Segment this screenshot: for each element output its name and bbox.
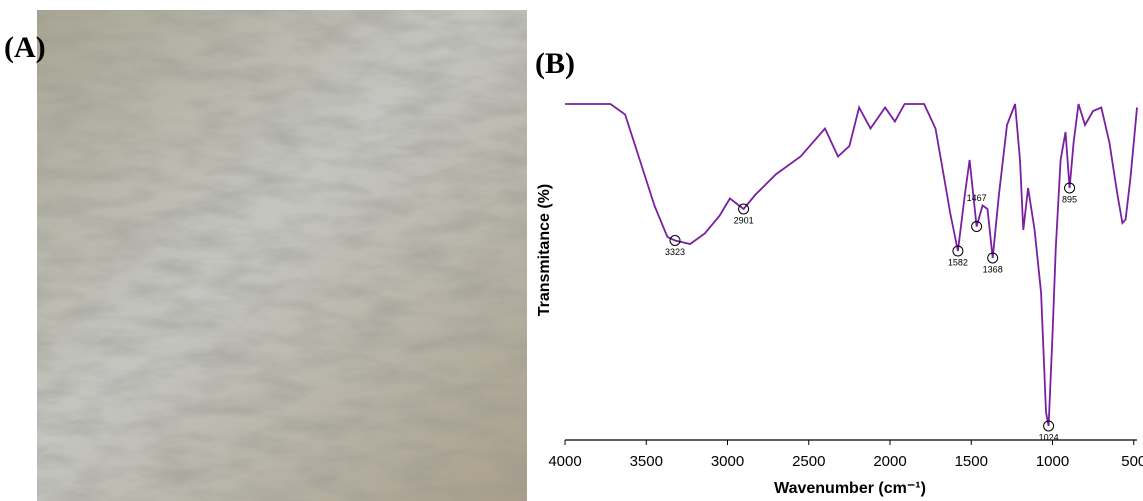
peak-label: 1467 bbox=[967, 193, 987, 203]
peak-marker bbox=[952, 245, 964, 257]
x-tick-label: 1500 bbox=[955, 453, 988, 470]
x-axis-label: Wavenumber (cm⁻¹) bbox=[774, 480, 926, 497]
x-tick-label: 4000 bbox=[548, 453, 581, 470]
x-tick-label: 3000 bbox=[711, 453, 744, 470]
peak-marker bbox=[1043, 420, 1055, 432]
panel-label: (A) bbox=[4, 31, 46, 64]
peak-label: 1024 bbox=[1039, 432, 1059, 442]
peak-label: 3323 bbox=[665, 247, 685, 257]
panel-label: (B) bbox=[535, 47, 575, 80]
peak-marker bbox=[1064, 182, 1076, 194]
peak-marker bbox=[669, 235, 681, 246]
y-axis-label: Transmitance (%) bbox=[536, 184, 553, 316]
spectrum-line bbox=[565, 103, 1138, 427]
x-tick-label: 2500 bbox=[792, 453, 825, 470]
peak-marker bbox=[987, 252, 999, 264]
x-tick-label: 2000 bbox=[873, 453, 906, 470]
peak-label: 1582 bbox=[948, 257, 968, 267]
peak-label: 1368 bbox=[983, 264, 1003, 274]
x-tick-label: 1000 bbox=[1036, 453, 1069, 470]
peak-label: 2901 bbox=[734, 215, 754, 225]
peak-marker bbox=[738, 203, 750, 215]
x-tick-label: 500 bbox=[1121, 453, 1143, 470]
peak-label: 895 bbox=[1062, 194, 1077, 204]
peak-marker bbox=[971, 221, 983, 232]
photo bbox=[37, 10, 527, 501]
x-tick-label: 3500 bbox=[630, 453, 663, 470]
